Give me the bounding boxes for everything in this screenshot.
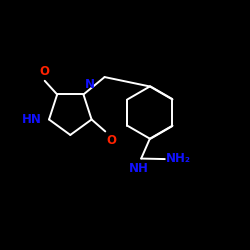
Text: O: O [40, 65, 50, 78]
Text: O: O [106, 134, 117, 147]
Text: N: N [85, 78, 95, 91]
Text: HN: HN [22, 113, 42, 126]
Text: NH₂: NH₂ [166, 152, 191, 165]
Text: NH: NH [129, 162, 149, 174]
